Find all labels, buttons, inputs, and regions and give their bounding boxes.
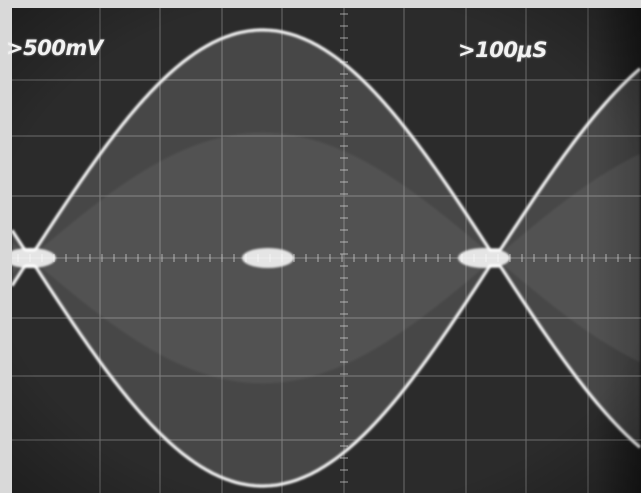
time-per-div-readout: >100μS (458, 38, 548, 62)
volts-per-div-readout: >500mV (6, 36, 103, 60)
